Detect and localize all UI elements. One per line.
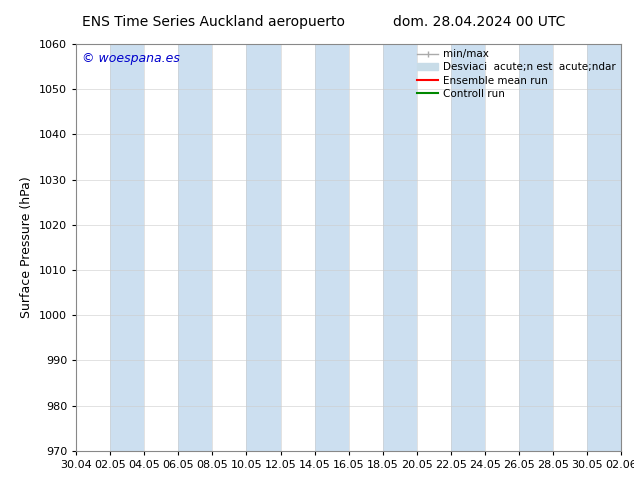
Bar [519,44,553,451]
Bar [110,44,144,451]
Text: © woespana.es: © woespana.es [82,52,179,65]
Bar [314,44,349,451]
Bar [383,44,417,451]
Bar [247,44,280,451]
Bar [587,44,621,451]
Text: dom. 28.04.2024 00 UTC: dom. 28.04.2024 00 UTC [393,15,566,29]
Bar [178,44,212,451]
Y-axis label: Surface Pressure (hPa): Surface Pressure (hPa) [20,176,34,318]
Legend: min/max, Desviaci  acute;n est  acute;ndar, Ensemble mean run, Controll run: min/max, Desviaci acute;n est acute;ndar… [414,46,619,102]
Bar [451,44,485,451]
Text: ENS Time Series Auckland aeropuerto: ENS Time Series Auckland aeropuerto [82,15,346,29]
